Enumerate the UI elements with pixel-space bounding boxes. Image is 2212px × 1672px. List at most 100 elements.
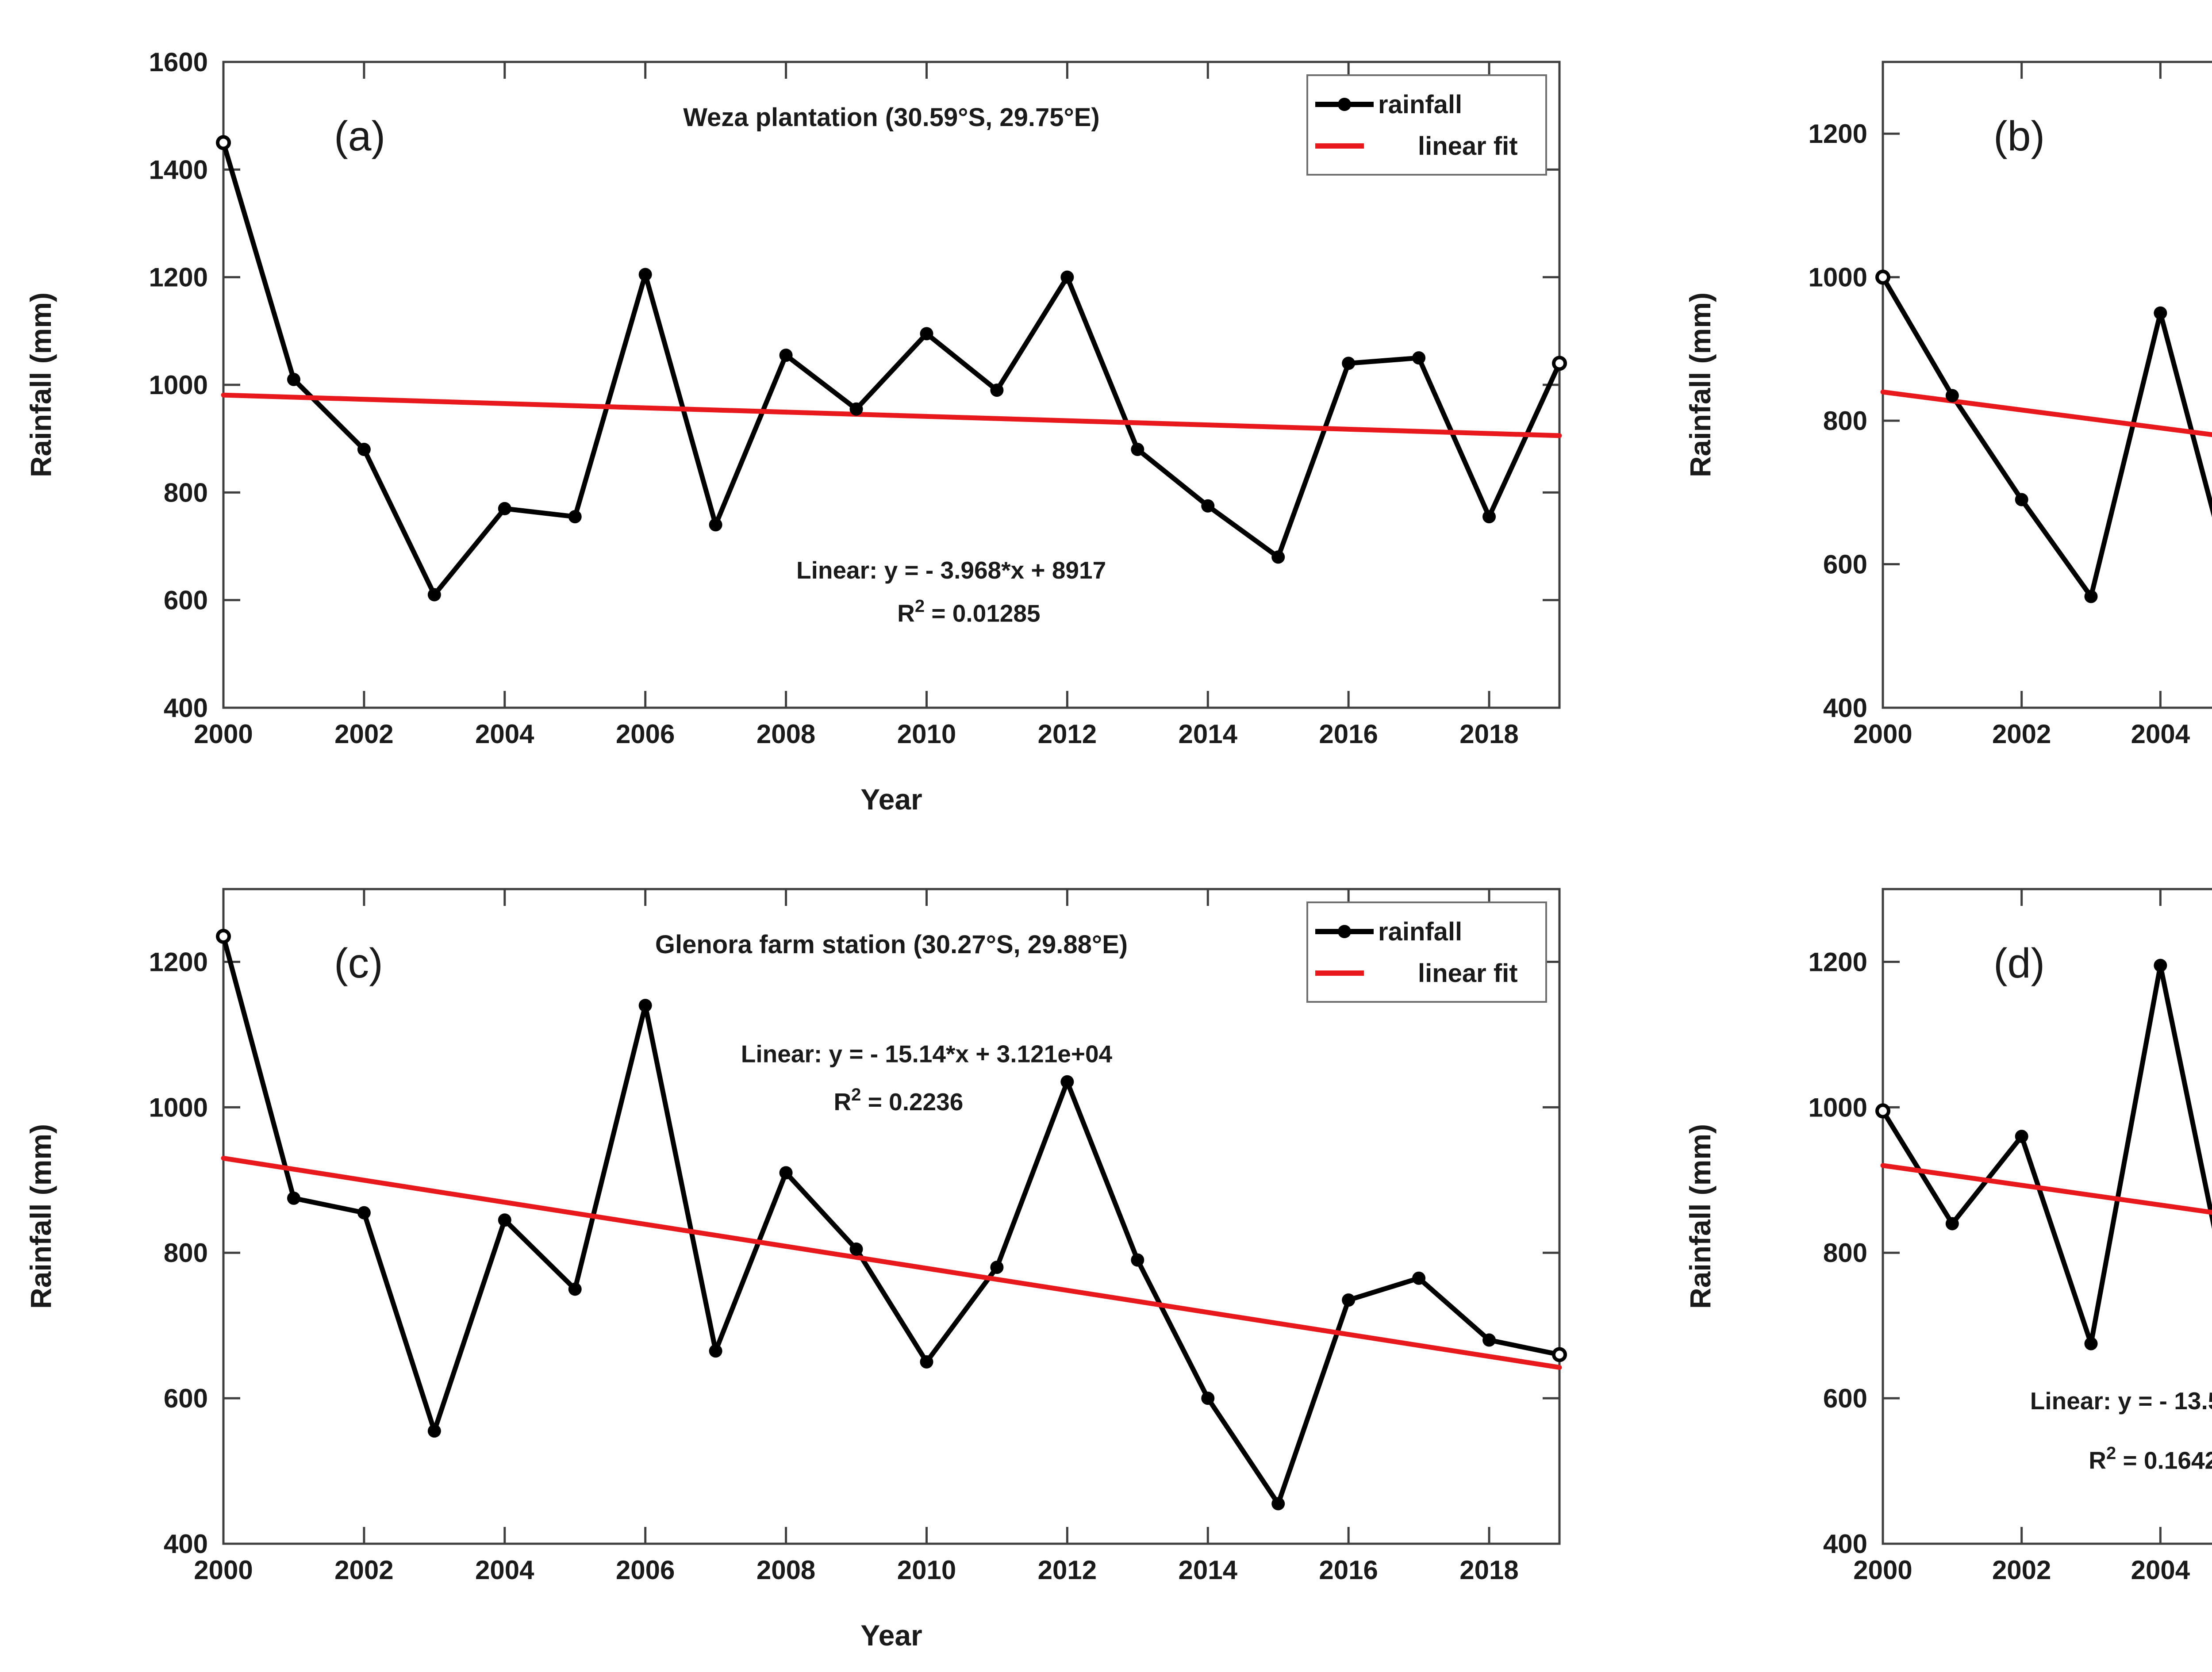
x-tick-label: 2008 [757, 1555, 815, 1585]
panel-letter: (c) [334, 940, 383, 987]
x-tick-label: 2002 [334, 719, 393, 749]
panel-c-glenora-chart: 2000 2002 2004 2006 2008 2010 2012 2014 2016 2018… [0, 836, 1613, 1672]
data-point-marker [427, 588, 441, 602]
y-axis-label: Rainfall (mm) [24, 1124, 57, 1309]
x-tick-label: 2002 [334, 1555, 393, 1585]
legend-fit-label: linear fit [1418, 132, 1518, 161]
y-tick-label: 400 [1823, 693, 1867, 723]
x-tick-label: 2004 [475, 1555, 534, 1585]
y-tick-label: 1000 [149, 1093, 208, 1122]
data-point-marker [2015, 493, 2028, 506]
panel-d-hillendale-chart: 2000200220042006200820102012201420162018… [1613, 836, 2212, 1672]
x-tick-label: 2014 [1179, 719, 1238, 749]
y-axis-label: Rainfall (mm) [24, 292, 57, 477]
data-point-marker [709, 518, 722, 532]
data-point-marker [849, 402, 863, 416]
x-tick-label: 2012 [1038, 1555, 1097, 1585]
data-point-marker [2015, 1130, 2028, 1143]
data-point-marker [216, 135, 231, 150]
x-tick-label: 2010 [897, 719, 956, 749]
data-point-marker [1131, 1253, 1144, 1267]
legend-rainfall-label: rainfall [1378, 90, 1462, 119]
linear-fit-line [1880, 389, 2212, 437]
data-point-marker [1342, 1293, 1356, 1307]
y-tick-label: 1000 [1809, 263, 1867, 292]
data-point-marker [1945, 1217, 1959, 1231]
data-point-marker [638, 999, 652, 1012]
y-axis-label: Rainfall (mm) [1684, 292, 1717, 477]
y-tick-label: 1400 [149, 155, 208, 184]
y-tick-label: 800 [1823, 1238, 1867, 1268]
y-tick-label: 400 [164, 693, 208, 723]
data-point-marker [1271, 550, 1285, 564]
x-tick-label: 2004 [475, 719, 534, 749]
data-point-marker [1201, 499, 1215, 513]
data-point-marker [287, 372, 300, 386]
data-point-marker [1412, 351, 1426, 365]
y-tick-label: 400 [1823, 1529, 1867, 1559]
rainfall-line [221, 140, 1562, 597]
y-tick-label: 800 [164, 1238, 208, 1268]
data-point-marker [1552, 1347, 1567, 1362]
data-point-marker [2084, 1337, 2098, 1350]
data-point-marker [920, 327, 933, 341]
r-squared-annotation: R2 = 0.2236 [833, 1085, 963, 1116]
rainfall-line [1880, 275, 2212, 599]
data-point-marker [498, 502, 511, 515]
x-tick-label: 2004 [2131, 719, 2190, 749]
y-axis-label: Rainfall (mm) [1684, 1124, 1717, 1309]
panel-letter: (a) [334, 113, 385, 160]
fit-equation-annotation: Linear: y = - 3.968*x + 8917 [796, 556, 1106, 584]
x-tick-label: 2016 [1319, 1555, 1378, 1585]
x-tick-label: 2000 [194, 1555, 253, 1585]
x-tick-label: 2000 [194, 719, 253, 749]
data-point-marker [568, 510, 582, 524]
legend-box [1306, 901, 1547, 1003]
data-point-marker [2154, 306, 2167, 320]
y-tick-label: 1600 [149, 47, 208, 77]
data-point-marker [427, 1424, 441, 1438]
data-point-marker [638, 268, 652, 281]
data-point-marker [498, 1213, 511, 1227]
data-point-marker [1271, 1497, 1285, 1511]
data-point-marker [568, 1282, 582, 1296]
fit-equation-annotation: Linear: y = - 13.59*x + 2.81e+04 [2030, 1387, 2212, 1415]
data-point-marker [1875, 1103, 1890, 1119]
data-point-marker [2154, 959, 2167, 972]
data-point-marker [1060, 270, 1074, 284]
legend-rainfall-label: rainfall [1378, 917, 1462, 946]
x-tick-label: 2000 [1853, 719, 1912, 749]
panel-a-weza-chart: 2000 2002 2004 2006 2008 2010 2012 2014 2016 2018… [0, 0, 1613, 836]
data-point-marker [357, 443, 371, 456]
x-axis-label: Year [860, 783, 922, 816]
data-point-marker [1060, 1075, 1074, 1089]
r-squared-annotation: R2 = 0.01285 [897, 596, 1040, 627]
r-squared-annotation: R2 = 0.1642 [2089, 1444, 2212, 1474]
y-tick-label: 1000 [1809, 1093, 1867, 1122]
x-tick-label: 2010 [897, 1555, 956, 1585]
x-tick-label: 2014 [1179, 1555, 1238, 1585]
plot-box [1882, 888, 2212, 1545]
y-tick-label: 1200 [1809, 119, 1867, 149]
linear-fit-line [221, 392, 1562, 438]
x-axis-label: Year [860, 1619, 922, 1652]
data-point-marker [1342, 357, 1356, 370]
panel-b-deemount-chart: 2000200220042006200820102012201420162018… [1613, 0, 2212, 836]
legend-fit-label: linear fit [1418, 959, 1518, 988]
linear-fit-line [1880, 1163, 2212, 1215]
data-point-marker [1482, 1333, 1496, 1347]
data-point-marker [849, 1242, 863, 1256]
data-point-marker [1945, 389, 1959, 403]
data-point-marker [1412, 1271, 1426, 1285]
linear-fit-line [221, 1155, 1562, 1370]
fit-equation-annotation: Linear: y = - 15.14*x + 3.121e+04 [741, 1040, 1113, 1067]
panel-title: Weza plantation (30.59°S, 29.75°E) [683, 103, 1099, 132]
x-tick-label: 2008 [757, 719, 815, 749]
x-tick-label: 2016 [1319, 719, 1378, 749]
plot-box [1882, 61, 2212, 709]
x-tick-label: 2012 [1038, 719, 1097, 749]
y-tick-label: 600 [164, 586, 208, 615]
y-tick-label: 1200 [149, 947, 208, 977]
y-tick-label: 1200 [149, 263, 208, 292]
